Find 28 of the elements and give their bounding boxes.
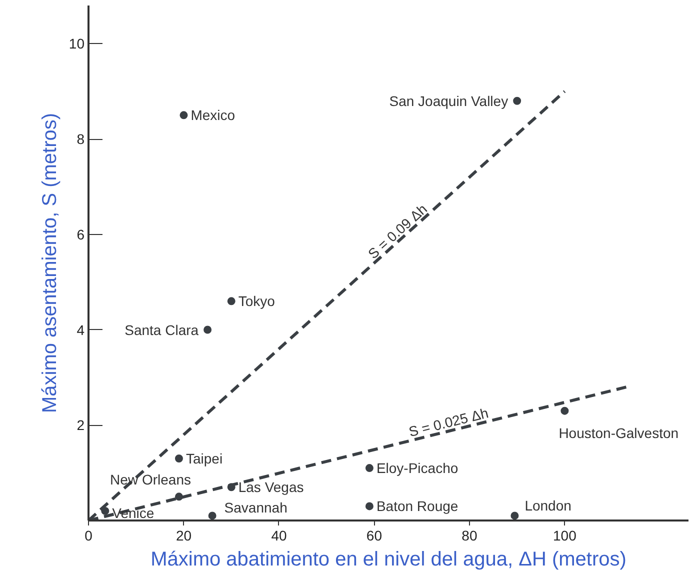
x-tick-label: 0: [84, 528, 93, 544]
y-tick-label: 6: [76, 226, 85, 242]
x-tick-label: 100: [553, 528, 577, 544]
x-axis-title: Máximo abatimiento en el nivel del agua, ΔH (metros): [150, 548, 626, 570]
x-tick-label: 20: [176, 528, 192, 544]
annotation: Eloy-Picacho: [376, 460, 458, 476]
annotation: Tokyo: [238, 293, 276, 310]
annotation: Santa Clara: [124, 322, 199, 338]
y-axis-title: Máximo asentamiento, S (metros): [38, 112, 61, 414]
annotation: Savannah: [224, 500, 288, 516]
annotation: Baton Rouge: [376, 498, 458, 514]
annotation: Taipei: [186, 450, 223, 467]
annotation: Venice: [112, 504, 154, 521]
annotation: London: [524, 498, 572, 514]
y-tick-label: 8: [76, 131, 85, 148]
x-tick-label: 80: [462, 528, 478, 544]
y-tick-label: 10: [68, 36, 85, 52]
annotation: S = 0.025 Δh: [407, 404, 490, 440]
annotation: Houston-Galveston: [558, 424, 679, 441]
annotation: S = 0.09 Δh: [364, 200, 430, 262]
annotation: Mexico: [190, 107, 236, 124]
annotation: New Orleans: [110, 472, 191, 488]
annotation: San Joaquin Valley: [389, 92, 508, 109]
y-tick-label: 4: [76, 322, 85, 338]
x-tick-label: 60: [366, 528, 382, 544]
y-tick-label: 2: [76, 417, 85, 434]
x-tick-label: 40: [271, 528, 287, 544]
annotation: Las Vegas: [238, 479, 304, 496]
